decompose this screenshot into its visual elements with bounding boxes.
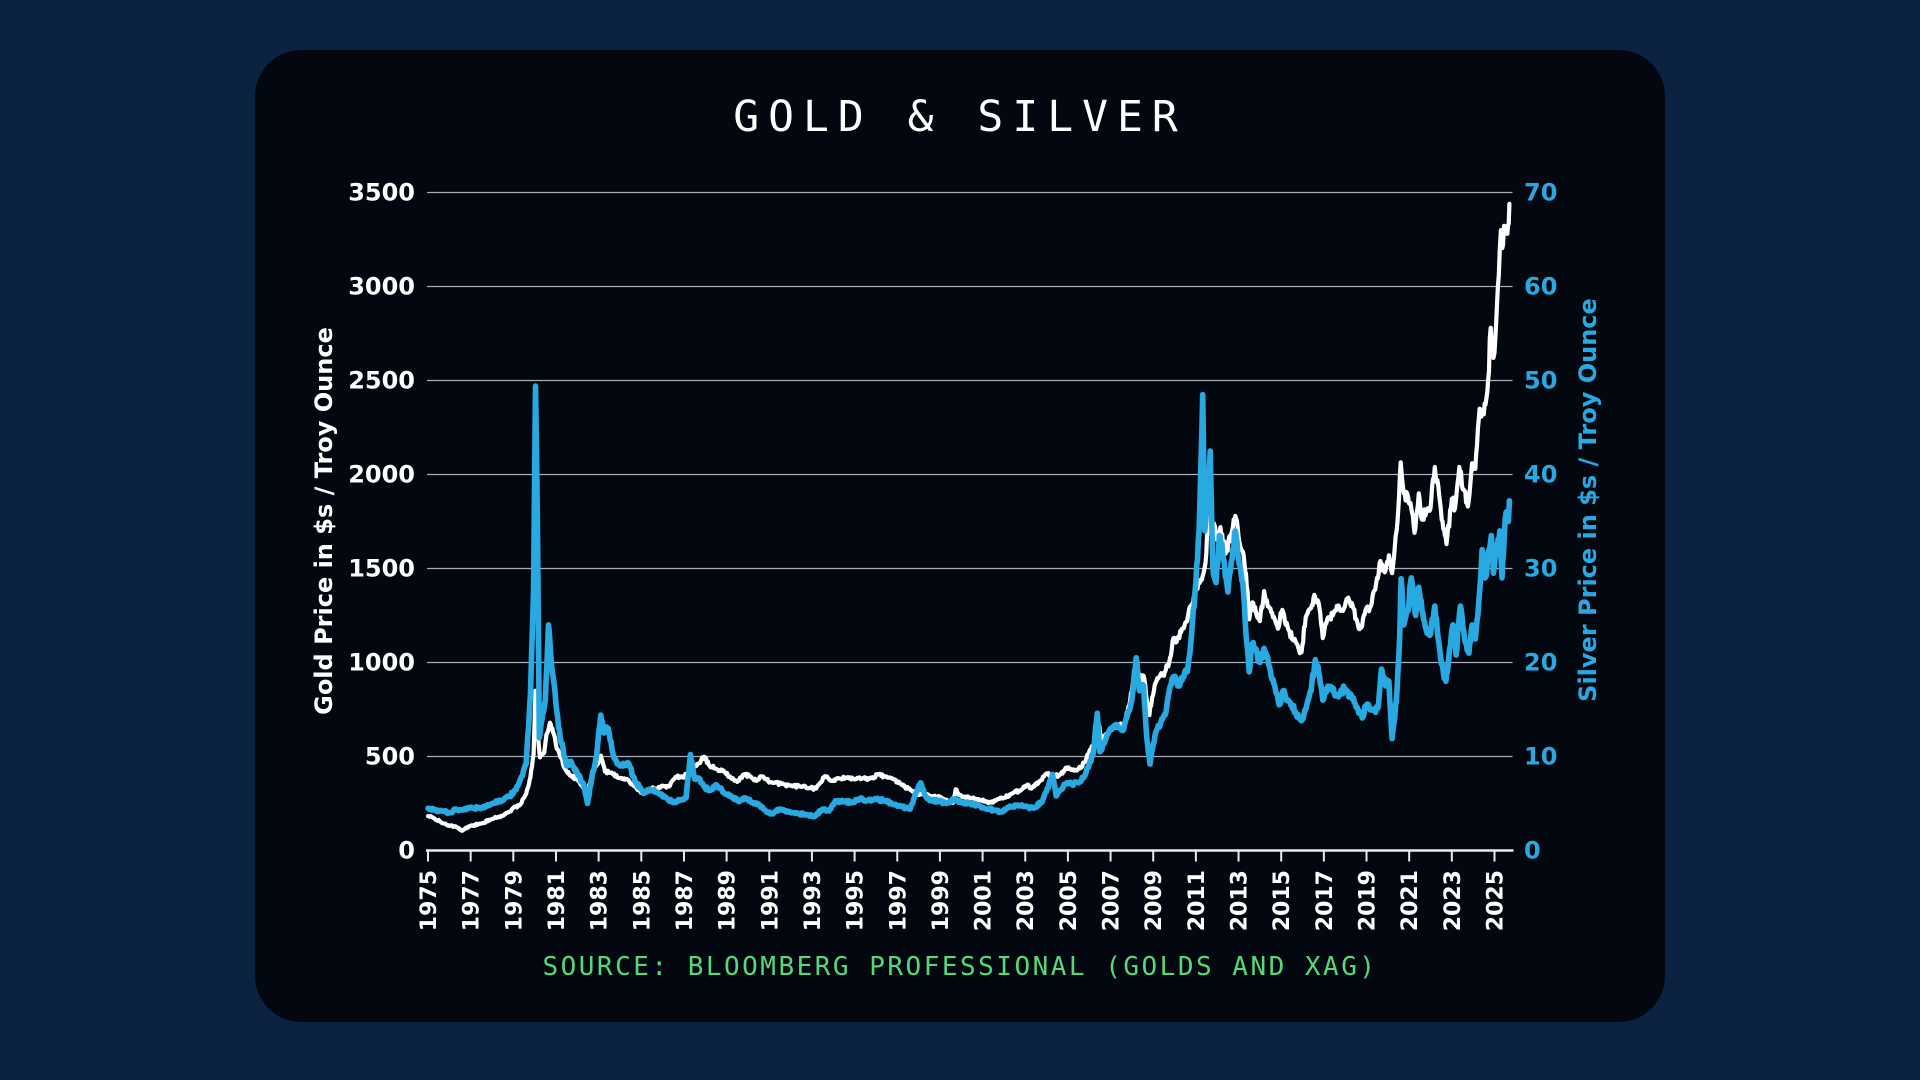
gold-axis-tick-label: 1000	[348, 649, 415, 677]
x-tick-label: 1997	[886, 870, 911, 931]
silver-line-series	[425, 383, 1513, 820]
chart-title: GOLD & SILVER	[733, 92, 1187, 142]
x-tick-label: 2025	[1484, 870, 1509, 931]
gold-axis-tick-label: 2500	[348, 367, 415, 395]
x-tick-label: 2009	[1142, 870, 1167, 931]
x-tick-label: 1981	[545, 870, 570, 931]
source-note: SOURCE: BLOOMBERG PROFESSIONAL (GOLDS AN…	[542, 952, 1378, 982]
x-tick-label: 2007	[1100, 870, 1125, 931]
silver-axis-tick-label: 10	[1524, 743, 1557, 771]
gold-axis-title: Gold Price in $s / Troy Ounce	[310, 327, 338, 715]
x-tick-label: 2011	[1185, 870, 1210, 931]
x-tick-label: 1979	[502, 870, 527, 931]
silver-axis-tick-label: 50	[1524, 367, 1557, 395]
silver-axis-tick-label: 0	[1524, 837, 1541, 865]
x-tick-label: 1983	[588, 870, 613, 931]
x-tick-label: 2019	[1356, 870, 1381, 931]
x-tick-label: 2013	[1228, 870, 1253, 931]
gold-line-series	[425, 201, 1512, 833]
gold-axis-tick-label: 0	[398, 837, 415, 865]
x-tick-label: 2001	[972, 870, 997, 931]
x-tick-label: 2003	[1014, 870, 1039, 931]
x-tick-label: 2021	[1398, 870, 1423, 931]
x-tick-label: 1993	[801, 870, 826, 931]
x-tick-label: 1991	[758, 870, 783, 931]
silver-axis-tick-label: 20	[1524, 649, 1557, 677]
silver-axis-tick-label: 60	[1524, 273, 1557, 301]
gold-axis-tick-label: 3000	[348, 273, 415, 301]
x-tick-label: 1977	[460, 870, 485, 931]
x-tick-label: 1987	[673, 870, 698, 931]
x-tick-label: 1975	[417, 870, 442, 931]
gold-axis-tick-label: 3500	[348, 179, 415, 207]
silver-axis-tick-label: 30	[1524, 555, 1557, 583]
gold-axis-tick-label: 1500	[348, 555, 415, 583]
gold-axis-tick-label: 2000	[348, 461, 415, 489]
silver-axis-title: Silver Price in $s / Troy Ounce	[1574, 298, 1602, 702]
silver-axis-tick-label: 70	[1524, 179, 1557, 207]
x-tick-label: 1999	[929, 870, 954, 931]
chart-card	[255, 50, 1665, 1022]
x-tick-label: 1989	[716, 870, 741, 931]
x-tick-label: 2005	[1057, 870, 1082, 931]
x-tick-label: 2023	[1441, 870, 1466, 931]
gold-axis-tick-label: 500	[365, 743, 415, 771]
x-tick-label: 2017	[1313, 870, 1338, 931]
silver-axis-tick-label: 40	[1524, 461, 1557, 489]
x-tick-label: 1985	[630, 870, 655, 931]
x-tick-label: 2015	[1270, 870, 1295, 931]
x-tick-label: 1995	[844, 870, 869, 931]
